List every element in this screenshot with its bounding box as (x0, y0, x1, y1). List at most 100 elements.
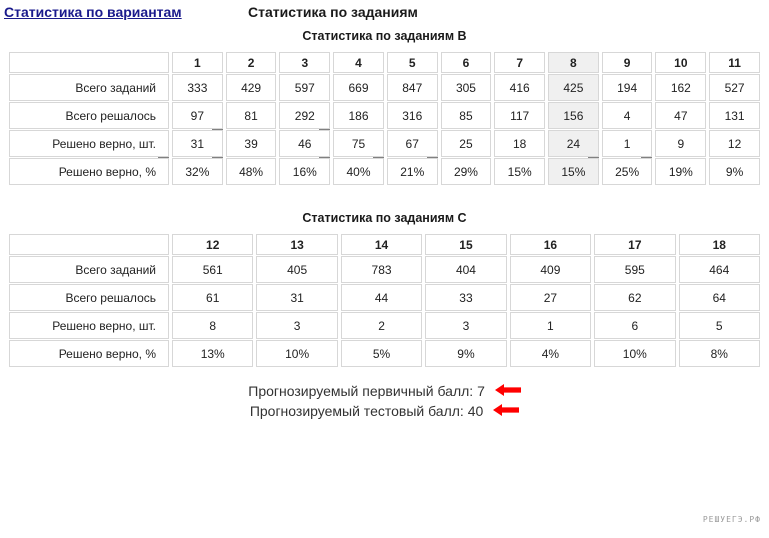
left-arrow-icon-test (493, 402, 520, 421)
row-label-3: Решено верно, % (9, 158, 169, 185)
cell-1-6: 85 (440, 102, 492, 129)
cell-0-7: 416 (494, 74, 546, 101)
cell-0-6: 305 (440, 74, 492, 101)
table-header-row: 1 2 3 4 5 6 7 8 9 10 11 (9, 52, 760, 73)
table-wrap-b: 1 2 3 4 5 6 7 8 9 10 11 Всего заданий 333 429 597 669 84… (6, 51, 763, 186)
cell-2-12: 8 (172, 312, 254, 339)
primary-score-value: 7 (477, 383, 485, 399)
cell-3-3: 16% (279, 158, 331, 185)
table-corner-cell (9, 52, 169, 73)
cell-1-16: 27 (509, 284, 592, 311)
cell-0-10: 162 (655, 74, 707, 101)
cell-2-3: 46 (279, 130, 331, 157)
cell-0-15: 404 (425, 256, 507, 283)
table-row: Решено верно, шт. 8 3 2 3 1 6 5 (9, 312, 760, 339)
score-footer: Прогнозируемый первичный балл: 7 Прогноз… (0, 382, 769, 422)
column-header-11[interactable]: 11 (709, 52, 760, 73)
cell-0-18: 464 (678, 256, 760, 283)
table-wrap-c: 12 13 14 15 16 17 18 Всего заданий 561 405 783 404 4… (6, 233, 763, 368)
cell-3-11: 9% (709, 158, 760, 185)
column-header-1[interactable]: 1 (172, 52, 223, 73)
cell-1-13: 31 (256, 284, 338, 311)
cell-0-9: 194 (601, 74, 653, 101)
column-header-2[interactable]: 2 (225, 52, 277, 73)
cell-1-18: 64 (678, 284, 760, 311)
cell-1-17: 62 (594, 284, 676, 311)
column-header-3[interactable]: 3 (279, 52, 331, 73)
column-header-18[interactable]: 18 (678, 234, 760, 255)
cell-1-4: 186 (333, 102, 384, 129)
cell-1-5: 316 (386, 102, 438, 129)
tasks-statistics-title: Статистика по заданиям (248, 4, 418, 20)
cell-2-9: 1 (601, 130, 653, 157)
table-row: Решено верно, шт. 31 39 46 75 67 25 18 24 1 9 12 (9, 130, 760, 157)
column-header-17[interactable]: 17 (594, 234, 676, 255)
cell-2-7: 18 (494, 130, 546, 157)
table-row: Всего заданий 561 405 783 404 409 595 464 (9, 256, 760, 283)
row-label-1: Всего решалось (9, 102, 169, 129)
cell-3-8: 15% (548, 158, 599, 185)
section-title-b: Статистика по заданиям B (302, 29, 467, 43)
top-bar: Статистика по вариантам Статистика по за… (0, 0, 769, 28)
cell-0-2: 429 (225, 74, 277, 101)
cell-3-16: 4% (509, 340, 592, 367)
cell-0-3: 597 (279, 74, 331, 101)
cell-0-16: 409 (509, 256, 592, 283)
cell-2-18: 5 (678, 312, 760, 339)
primary-score-line: Прогнозируемый первичный балл: 7 (0, 382, 769, 402)
cell-3-2: 48% (225, 158, 277, 185)
column-header-8[interactable]: 8 (548, 52, 599, 73)
cell-1-11: 131 (709, 102, 760, 129)
table-row: Решено верно, % 32% 48% 16% 40% 21% 29% 15% 15% 2… (9, 158, 760, 185)
table-row: Решено верно, % 13% 10% 5% 9% 4% 10% 8% (9, 340, 760, 367)
table-header-row: 12 13 14 15 16 17 18 (9, 234, 760, 255)
column-header-15[interactable]: 15 (425, 234, 507, 255)
test-score-line: Прогнозируемый тестовый балл: 40 (0, 402, 769, 422)
cell-1-9: 4 (601, 102, 653, 129)
statistics-table-c: 12 13 14 15 16 17 18 Всего заданий 561 405 783 404 4… (6, 233, 763, 368)
column-header-12[interactable]: 12 (172, 234, 254, 255)
cell-3-10: 19% (655, 158, 707, 185)
column-header-5[interactable]: 5 (386, 52, 438, 73)
cell-3-15: 9% (425, 340, 507, 367)
column-header-10[interactable]: 10 (655, 52, 707, 73)
cell-0-17: 595 (594, 256, 676, 283)
column-header-6[interactable]: 6 (440, 52, 492, 73)
cell-1-8: 156 (548, 102, 599, 129)
cell-2-14: 2 (340, 312, 423, 339)
table-row: Всего заданий 333 429 597 669 847 305 416 425 194… (9, 74, 760, 101)
cell-0-4: 669 (333, 74, 384, 101)
cell-2-15: 3 (425, 312, 507, 339)
cell-0-11: 527 (709, 74, 760, 101)
cell-3-6: 29% (440, 158, 492, 185)
cell-3-9: 25% (601, 158, 653, 185)
table-row: Всего решалось 61 31 44 33 27 62 64 (9, 284, 760, 311)
left-arrow-icon-primary (494, 382, 521, 401)
test-score-value: 40 (467, 402, 484, 419)
column-header-9[interactable]: 9 (601, 52, 653, 73)
cell-3-1: 32% (172, 158, 223, 185)
cell-2-1: 31 (172, 130, 223, 157)
cell-2-5: 67 (386, 130, 438, 157)
cell-1-2: 81 (225, 102, 277, 129)
cell-3-17: 10% (594, 340, 676, 367)
cell-1-10: 47 (655, 102, 707, 129)
column-header-14[interactable]: 14 (340, 234, 423, 255)
cell-1-15: 33 (425, 284, 507, 311)
table-corner-cell (9, 234, 169, 255)
cell-3-12: 13% (172, 340, 254, 367)
site-watermark: РЕШУЕГЭ.РФ (702, 515, 761, 524)
cell-2-6: 25 (440, 130, 492, 157)
cell-3-13: 10% (256, 340, 338, 367)
variant-statistics-link[interactable]: Статистика по вариантам (4, 4, 182, 20)
test-score-label: Прогнозируемый тестовый балл: (249, 402, 464, 419)
column-header-4[interactable]: 4 (333, 52, 384, 73)
column-header-13[interactable]: 13 (256, 234, 338, 255)
cell-0-5: 847 (386, 74, 438, 101)
cell-2-17: 6 (594, 312, 676, 339)
column-header-7[interactable]: 7 (494, 52, 546, 73)
row-label-2: Решено верно, шт. (9, 312, 169, 339)
cell-2-13: 3 (256, 312, 338, 339)
cell-2-11: 12 (709, 130, 760, 157)
column-header-16[interactable]: 16 (509, 234, 592, 255)
